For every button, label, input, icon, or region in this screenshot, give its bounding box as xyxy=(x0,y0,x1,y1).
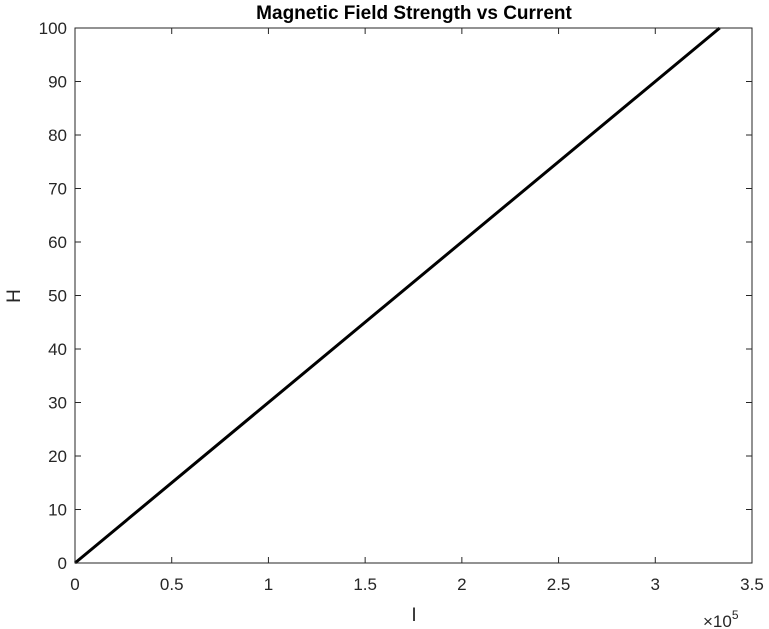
x-tick-label: 3.5 xyxy=(740,575,764,594)
x-axis-multiplier: ×105 xyxy=(703,608,739,629)
y-tick-label: 10 xyxy=(48,501,67,520)
y-tick-label: 100 xyxy=(39,19,67,38)
plot-box xyxy=(74,27,753,564)
series-layer xyxy=(74,26,721,565)
y-tick-label: 30 xyxy=(48,394,67,413)
x-tick-label: 2 xyxy=(457,575,466,594)
x-tick-label: 0.5 xyxy=(160,575,184,594)
y-tick-label: 80 xyxy=(48,126,67,145)
x-multiplier-base: ×10 xyxy=(703,612,732,629)
x-tick-label: 3 xyxy=(651,575,660,594)
y-tick-label: 50 xyxy=(48,287,67,306)
y-axis-label: H xyxy=(4,289,25,303)
x-tick-label: 0 xyxy=(70,575,79,594)
chart-title: Magnetic Field Strength vs Current xyxy=(256,3,572,24)
plot-area xyxy=(75,28,752,563)
x-multiplier-exponent: 5 xyxy=(732,608,739,622)
y-axis-ticks: 0 10 20 30 40 50 60 70 80 90 100 xyxy=(39,19,752,573)
x-axis-label: I xyxy=(411,605,416,626)
series-line xyxy=(74,26,721,565)
y-tick-label: 20 xyxy=(48,447,67,466)
y-tick-label: 40 xyxy=(48,340,67,359)
x-tick-label: 2.5 xyxy=(547,575,571,594)
x-tick-label: 1 xyxy=(264,575,273,594)
y-tick-label: 0 xyxy=(58,554,67,573)
x-tick-label: 1.5 xyxy=(353,575,377,594)
y-tick-label: 70 xyxy=(48,180,67,199)
x-axis-ticks: 0 0.5 1 1.5 2 2.5 3 3.5 xyxy=(70,28,764,594)
y-tick-label: 90 xyxy=(48,73,67,92)
y-tick-label: 60 xyxy=(48,233,67,252)
